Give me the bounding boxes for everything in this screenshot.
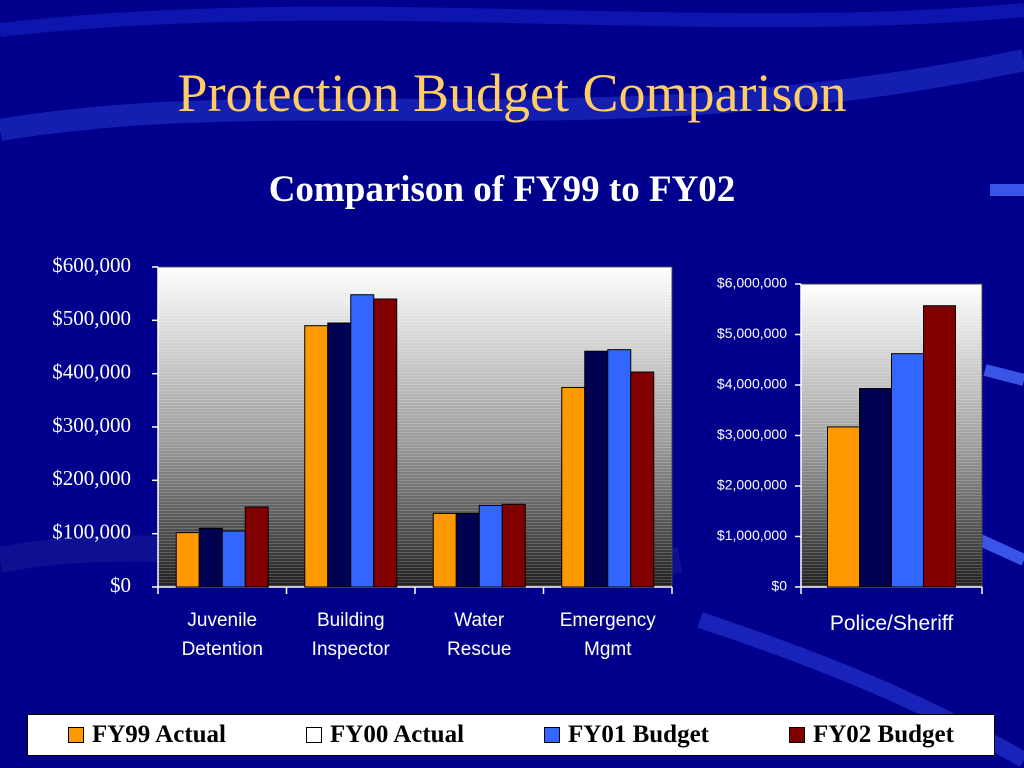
- x-category-label: Water: [454, 610, 505, 631]
- y-tick-label-right: $0: [771, 578, 787, 594]
- legend-label-fy02: FY02 Budget: [812, 721, 954, 748]
- bar-fy99-actual: [432, 512, 457, 588]
- bar-fy99-actual: [561, 387, 586, 588]
- y-tick-label-left: $100,000: [52, 519, 131, 543]
- x-category-label: Juvenile: [187, 610, 257, 631]
- bar-fy02-budget: [501, 503, 526, 588]
- bar-fy02-budget: [923, 305, 956, 588]
- bar-fy01-budget: [891, 353, 924, 588]
- y-tick-label-left: $300,000: [52, 413, 131, 437]
- bar-fy99-actual: [304, 325, 329, 588]
- bar-fy02-budget: [630, 371, 655, 588]
- bar-fy00-actual: [859, 388, 892, 588]
- x-category-label: Emergency: [560, 610, 657, 631]
- y-tick-label-left: $600,000: [52, 253, 131, 277]
- y-tick-label-left: $400,000: [52, 359, 131, 383]
- legend-swatch-fy99: [67, 727, 84, 743]
- chart-title: Comparison of FY99 to FY02: [268, 169, 736, 210]
- legend-label-fy00: FY00 Actual: [330, 721, 465, 748]
- legend-label-fy01: FY01 Budget: [568, 721, 709, 748]
- x-category-label: Police/Sheriff: [830, 612, 954, 635]
- y-tick-label-right: $3,000,000: [717, 426, 787, 442]
- x-category-label: Detention: [182, 639, 263, 660]
- bar-fy00-actual: [198, 527, 223, 588]
- bar-fy01-budget: [478, 504, 503, 588]
- bar-fy02-budget: [373, 298, 398, 588]
- x-category-label: Mgmt: [584, 639, 632, 660]
- bar-fy01-budget: [350, 294, 375, 588]
- bar-fy00-actual: [584, 350, 609, 588]
- legend-item-fy02: FY02 Budget: [788, 721, 954, 749]
- legend-item-fy01: FY01 Budget: [544, 721, 709, 749]
- legend-swatch-fy02: [788, 727, 805, 743]
- legend-item-fy00: FY00 Actual: [306, 721, 464, 749]
- y-tick-label-left: $500,000: [52, 306, 131, 330]
- slide-title: Protection Budget Comparison: [177, 63, 847, 123]
- bar-fy99-actual: [175, 532, 200, 588]
- legend: FY99 Actual FY00 Actual FY01 Budget FY02…: [27, 714, 995, 756]
- y-tick-label-right: $6,000,000: [717, 275, 787, 291]
- bar-fy02-budget: [244, 506, 269, 588]
- bar-fy01-budget: [221, 530, 246, 588]
- x-category-label: Inspector: [312, 639, 391, 660]
- legend-item-fy99: FY99 Actual: [67, 721, 227, 749]
- y-tick-label-left: $0: [110, 573, 131, 597]
- y-tick-label-right: $4,000,000: [717, 376, 787, 392]
- x-category-label: Rescue: [447, 639, 511, 660]
- legend-label-fy99: FY99 Actual: [91, 721, 227, 748]
- legend-swatch-fy00: [306, 727, 322, 743]
- y-tick-label-right: $5,000,000: [717, 325, 787, 341]
- y-tick-label-right: $2,000,000: [717, 477, 787, 493]
- bar-fy00-actual: [327, 322, 352, 588]
- bar-fy00-actual: [455, 512, 480, 588]
- bar-fy01-budget: [607, 349, 632, 588]
- x-category-label: Building: [317, 610, 385, 631]
- legend-swatch-fy01: [544, 727, 561, 743]
- y-tick-label-left: $200,000: [52, 466, 131, 490]
- y-tick-label-right: $1,000,000: [717, 527, 787, 543]
- bar-fy99-actual: [827, 426, 860, 588]
